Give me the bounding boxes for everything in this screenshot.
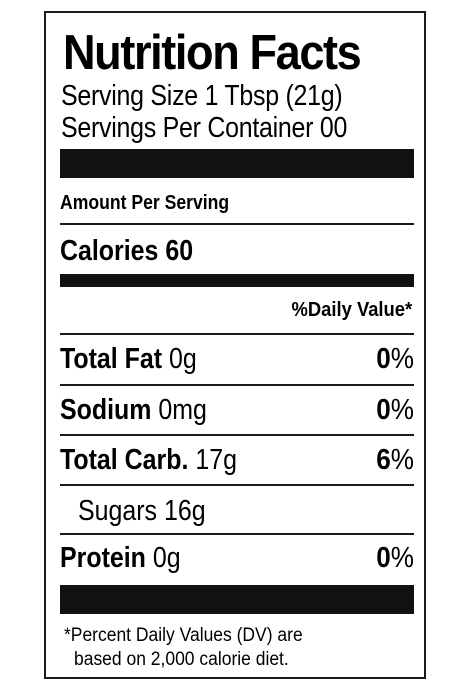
nutrient-row-total-carb: Total Carb. 17g 6% — [60, 446, 414, 482]
daily-value-header: %Daily Value* — [291, 299, 412, 321]
divider — [60, 384, 414, 386]
nutrient-name: Total Carb. — [60, 444, 189, 476]
label-title: Nutrition Facts — [63, 26, 362, 80]
percent-sign: % — [390, 444, 414, 476]
nutrient-amount: 0mg — [158, 394, 207, 426]
nutrient-name: Sugars — [78, 495, 158, 527]
calories: Calories 60 — [60, 235, 194, 267]
nutrient-name: Protein — [60, 542, 146, 574]
divider — [60, 333, 414, 335]
amount-per-serving: Amount Per Serving — [60, 192, 230, 214]
divider — [60, 533, 414, 535]
divider — [60, 223, 414, 225]
footnote-line-1: *Percent Daily Values (DV) are — [64, 625, 303, 646]
serving-size: Serving Size 1 Tbsp (21g) — [61, 80, 343, 112]
nutrient-amount: 17g — [195, 444, 237, 476]
nutrient-amount: 0g — [152, 542, 181, 574]
thick-divider-calories — [60, 274, 414, 287]
daily-value-percent: 0 — [376, 343, 391, 375]
nutrient-row-total-fat: Total Fat 0g 0% — [60, 345, 414, 381]
divider — [60, 434, 414, 436]
nutrient-amount: 0g — [169, 343, 197, 375]
thick-divider-top — [60, 149, 414, 178]
percent-sign: % — [390, 394, 414, 426]
daily-value-percent: 0 — [376, 394, 391, 426]
daily-value-percent: 6 — [376, 444, 391, 476]
servings-per-container: Servings Per Container 00 — [61, 112, 348, 144]
nutrient-name: Sodium — [60, 394, 152, 426]
nutrient-row-sodium: Sodium 0mg 0% — [60, 396, 414, 432]
daily-value-percent: 0 — [376, 542, 391, 574]
nutrient-row-sugars: Sugars 16g — [60, 497, 414, 533]
nutrient-name: Total Fat — [60, 343, 163, 375]
nutrient-amount: 16g — [163, 495, 206, 527]
divider — [60, 484, 414, 486]
nutrition-facts-label: Nutrition Facts Serving Size 1 Tbsp (21g… — [44, 11, 426, 679]
footnote-line-2: based on 2,000 calorie diet. — [74, 649, 289, 670]
nutrient-row-protein: Protein 0g 0% — [60, 544, 414, 580]
thick-divider-bottom — [60, 585, 414, 614]
percent-sign: % — [390, 343, 414, 375]
percent-sign: % — [390, 542, 414, 574]
